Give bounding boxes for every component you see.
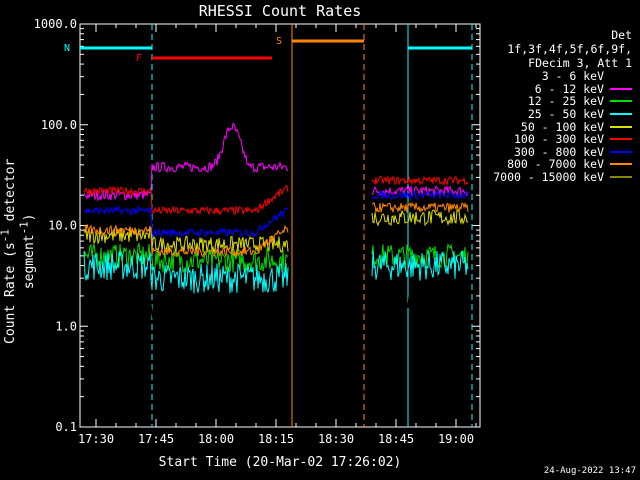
legend-entry: 50 - 100 keV [482,119,632,134]
y-tick-label: 0.1 [55,420,77,434]
legend-entry-label: 25 - 50 keV [527,107,604,122]
legend-entry: 100 - 300 keV [482,132,632,147]
legend-entry: 25 - 50 keV [482,107,632,122]
legend-entry-swatch [610,75,632,78]
y-tick-label: 1.0 [55,319,77,333]
legend-entry-swatch [610,125,632,128]
legend-entry-swatch [610,87,632,90]
trace-50-100keV [371,208,469,227]
chart-title: RHESSI Count Rates [198,2,362,20]
trace-100-300keV [371,175,469,187]
trace-25-50keV [83,250,289,294]
y-tick-label: 1000.0 [34,17,77,31]
legend-entry: 300 - 800 keV [482,144,632,159]
trace-300-800keV [83,205,289,238]
legend: Det 1f,3f,4f,5f,6f,9f, FDecim 3, Att 1 3… [482,28,632,185]
legend-entry: 7000 - 15000 keV [482,170,632,185]
legend-entry-label: 100 - 300 keV [513,132,604,147]
x-tick-label: 18:30 [318,432,354,446]
legend-entry-label: 800 - 7000 keV [507,157,604,172]
trace-300-800keV [371,189,469,201]
flag-label-N: N [64,43,70,54]
legend-entry-label: 12 - 25 keV [527,94,604,109]
trace-25-50keV [371,250,469,281]
flag-label-S: S [276,36,282,47]
y-tick-label: 10.0 [48,219,77,233]
trace-800-7000keV [83,223,289,259]
legend-entry: 6 - 12 keV [482,81,632,96]
x-tick-label: 18:00 [198,432,234,446]
x-tick-label: 19:00 [438,432,474,446]
trace-6-12keV [371,185,469,198]
y-axis-label: Count Rate (s-1 detector segment-1) [0,158,38,344]
trace-3-6keV [83,250,289,340]
trace-100-300keV [83,184,289,216]
legend-entry-label: 6 - 12 keV [534,81,604,96]
legend-entry-swatch [610,176,632,179]
trace-12-25keV [371,242,469,270]
legend-entry-swatch [610,113,632,116]
legend-entry: 3 - 6 keV [482,69,632,84]
legend-header-line2: FDecim 3, Att 1 [528,56,632,70]
x-tick-label: 17:45 [138,432,174,446]
legend-entry-swatch [610,138,632,141]
legend-entry-swatch [610,150,632,153]
legend-header-line1: Det 1f,3f,4f,5f,6f,9f, [507,28,632,56]
x-tick-label: 18:45 [378,432,414,446]
x-tick-label: 18:15 [258,432,294,446]
legend-entry-label: 3 - 6 keV [541,69,604,84]
trace-50-100keV [83,226,289,255]
x-tick-label: 17:30 [78,432,114,446]
plot-frame [79,23,481,428]
legend-entry-swatch [610,100,632,103]
legend-entry-swatch [610,163,632,166]
legend-entry-label: 300 - 800 keV [513,144,604,159]
flag-label-F: F [136,53,142,64]
legend-entry: 800 - 7000 keV [482,157,632,172]
x-axis-label: Start Time (20-Mar-02 17:26:02) [158,455,402,470]
trace-800-7000keV [371,201,469,213]
legend-entry-label: 7000 - 15000 keV [493,170,604,185]
trace-6-12keV [83,122,289,202]
footer-date: 24-Aug-2022 13:47 [543,466,636,476]
legend-entry-label: 50 - 100 keV [520,119,604,134]
legend-entry: 12 - 25 keV [482,94,632,109]
y-tick-label: 100.0 [41,118,77,132]
